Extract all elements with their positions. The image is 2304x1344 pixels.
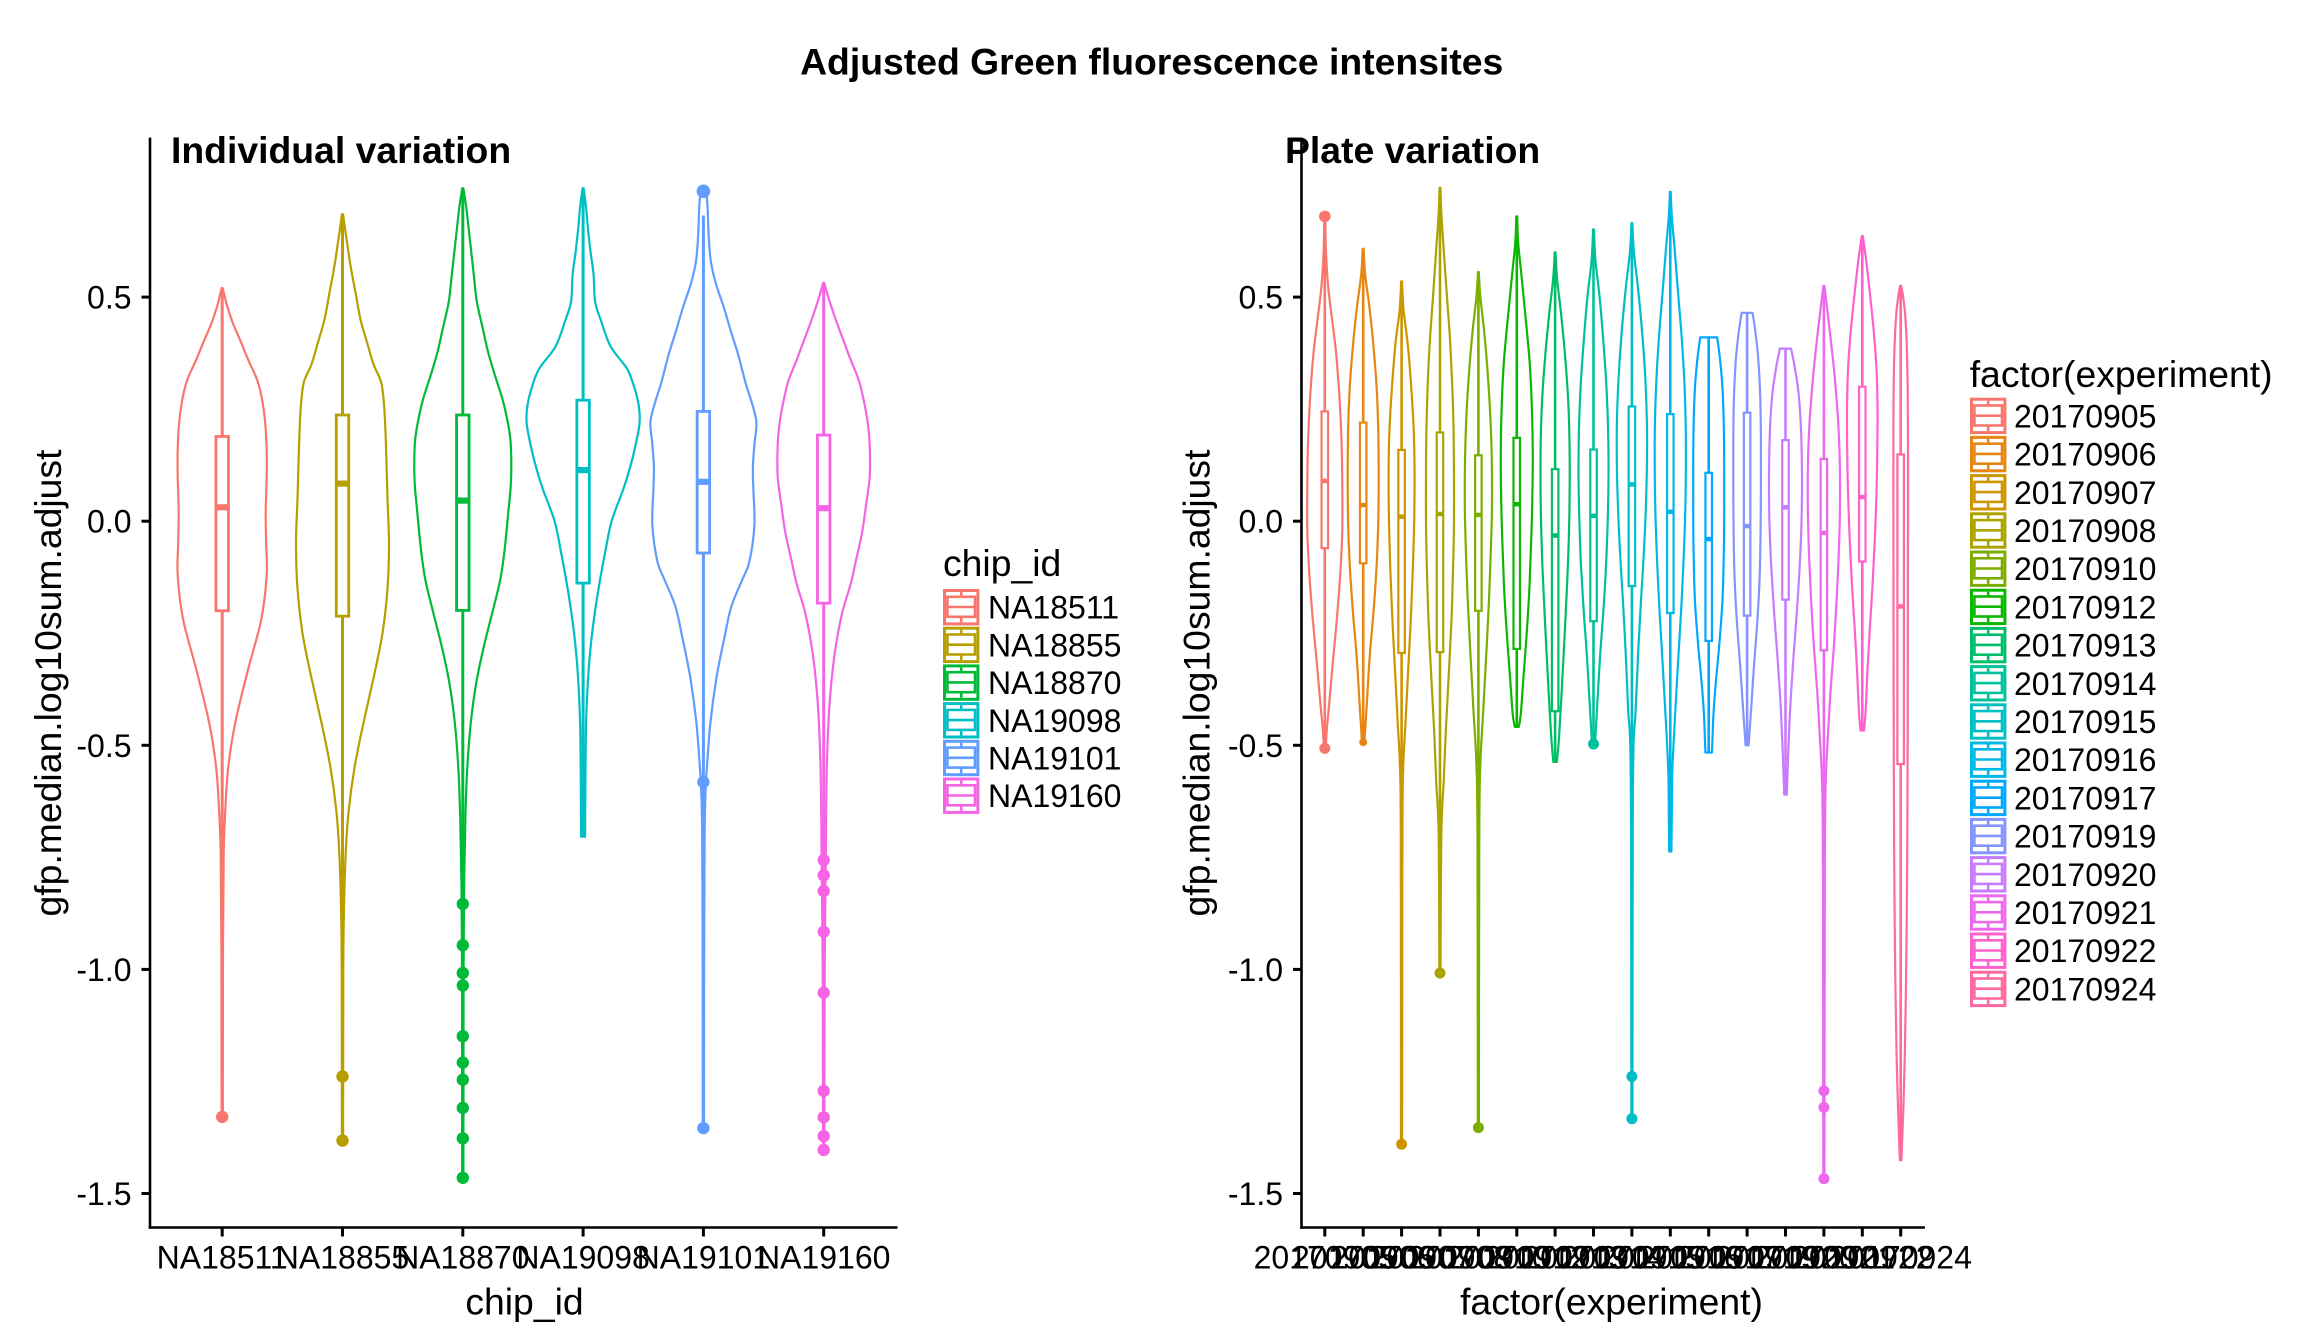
svg-text:20170917: 20170917 — [1638, 1239, 1780, 1275]
svg-text:-0.5: -0.5 — [76, 728, 131, 764]
svg-text:-1.0: -1.0 — [76, 952, 131, 988]
svg-text:NA18870: NA18870 — [396, 1239, 529, 1275]
svg-text:-1.5: -1.5 — [76, 1176, 131, 1212]
svg-text:NA19098: NA19098 — [516, 1239, 649, 1275]
svg-text:Adjusted Green fluorescence in: Adjusted Green fluorescence intensites — [800, 41, 1503, 83]
svg-text:0.0: 0.0 — [87, 504, 131, 540]
svg-text:-1.5: -1.5 — [1228, 1176, 1283, 1212]
svg-text:NA18855: NA18855 — [988, 627, 1121, 663]
svg-text:20170906: 20170906 — [2014, 437, 2156, 473]
svg-text:20170912: 20170912 — [1446, 1239, 1588, 1275]
svg-text:20170922: 20170922 — [2014, 933, 2156, 969]
svg-text:20170917: 20170917 — [2014, 780, 2156, 816]
svg-text:0.0: 0.0 — [1239, 504, 1283, 540]
svg-text:20170921: 20170921 — [1753, 1239, 1895, 1275]
svg-text:20170916: 20170916 — [1599, 1239, 1741, 1275]
svg-text:NA19101: NA19101 — [637, 1239, 770, 1275]
svg-text:20170924: 20170924 — [2014, 971, 2156, 1007]
svg-text:20170907: 20170907 — [1330, 1239, 1472, 1275]
svg-text:20170915: 20170915 — [1561, 1239, 1703, 1275]
svg-text:20170914: 20170914 — [2014, 666, 2156, 702]
svg-text:20170908: 20170908 — [1369, 1239, 1511, 1275]
svg-text:20170908: 20170908 — [2014, 513, 2156, 549]
svg-text:0.5: 0.5 — [87, 280, 131, 316]
svg-text:20170922: 20170922 — [1791, 1239, 1933, 1275]
svg-text:20170910: 20170910 — [1407, 1239, 1549, 1275]
svg-text:NA19160: NA19160 — [988, 778, 1121, 814]
svg-text:20170921: 20170921 — [2014, 895, 2156, 931]
svg-text:gfp.median.log10sum.adjust: gfp.median.log10sum.adjust — [1176, 449, 1218, 917]
svg-text:Individual variation: Individual variation — [171, 129, 511, 171]
svg-text:20170910: 20170910 — [2014, 551, 2156, 587]
svg-text:0.5: 0.5 — [1239, 280, 1283, 316]
svg-text:20170920: 20170920 — [1714, 1239, 1856, 1275]
svg-text:chip_id: chip_id — [465, 1281, 583, 1323]
svg-text:Plate variation: Plate variation — [1285, 129, 1540, 171]
svg-text:20170905: 20170905 — [1254, 1239, 1396, 1275]
svg-text:20170916: 20170916 — [2014, 742, 2156, 778]
svg-text:NA19098: NA19098 — [988, 703, 1121, 739]
svg-text:20170919: 20170919 — [1676, 1239, 1818, 1275]
svg-text:NA18511: NA18511 — [157, 1239, 288, 1275]
svg-text:factor(experiment): factor(experiment) — [1970, 353, 2273, 395]
svg-text:NA19160: NA19160 — [757, 1239, 890, 1275]
svg-text:20170913: 20170913 — [2014, 628, 2156, 664]
svg-text:20170915: 20170915 — [2014, 704, 2156, 740]
svg-text:NA18511: NA18511 — [988, 590, 1119, 626]
svg-text:NA19101: NA19101 — [988, 741, 1121, 777]
svg-text:20170919: 20170919 — [2014, 819, 2156, 855]
svg-text:NA18855: NA18855 — [276, 1239, 409, 1275]
svg-text:NA18870: NA18870 — [988, 665, 1121, 701]
svg-text:-0.5: -0.5 — [1228, 728, 1283, 764]
svg-text:20170907: 20170907 — [2014, 475, 2156, 511]
svg-text:chip_id: chip_id — [943, 542, 1061, 584]
svg-text:20170905: 20170905 — [2014, 398, 2156, 434]
svg-text:20170920: 20170920 — [2014, 857, 2156, 893]
svg-text:20170906: 20170906 — [1292, 1239, 1434, 1275]
svg-text:gfp.median.log10sum.adjust: gfp.median.log10sum.adjust — [27, 449, 69, 917]
svg-text:20170913: 20170913 — [1484, 1239, 1626, 1275]
svg-text:20170924: 20170924 — [1830, 1239, 1972, 1275]
svg-text:-1.0: -1.0 — [1228, 952, 1283, 988]
svg-text:20170912: 20170912 — [2014, 589, 2156, 625]
svg-text:factor(experiment): factor(experiment) — [1460, 1281, 1763, 1323]
svg-text:20170914: 20170914 — [1522, 1239, 1664, 1275]
